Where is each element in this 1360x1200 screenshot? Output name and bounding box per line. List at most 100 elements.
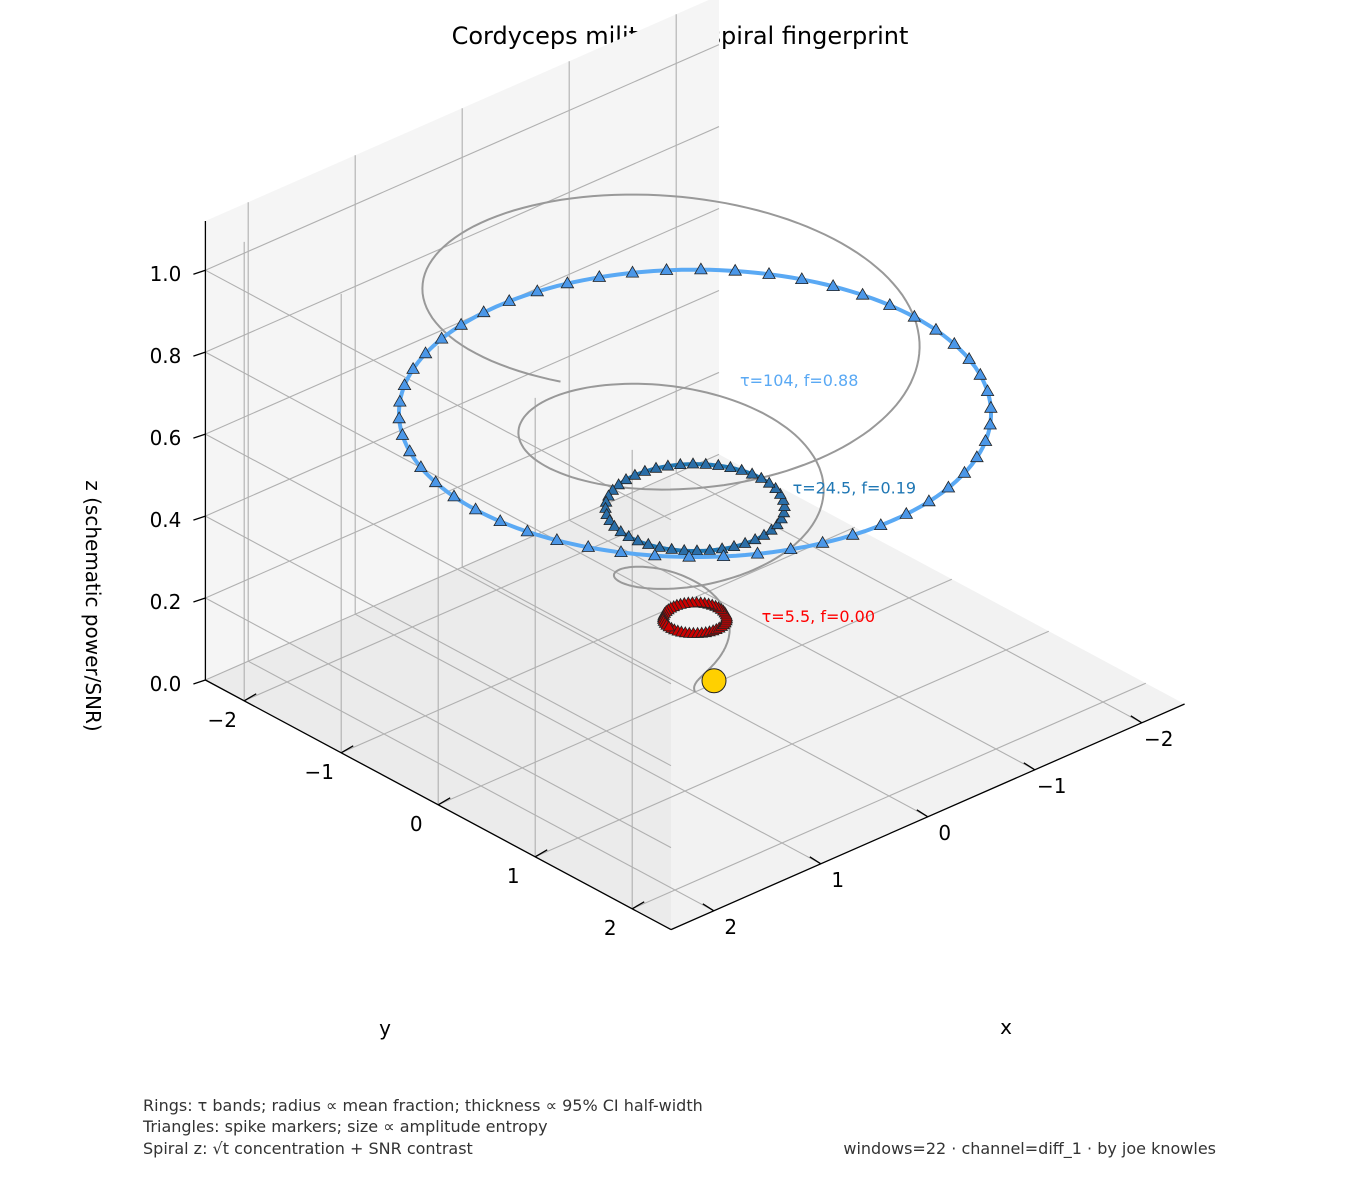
spike-marker [502,293,517,306]
x-tick-mark [1023,762,1036,771]
spike-marker [970,450,984,463]
ring-2: τ=24.5, f=0.19 [599,457,917,556]
y-tick-mark [534,849,548,858]
y-tick-label: −2 [207,708,236,732]
spike-marker [947,336,962,349]
start-point-marker [701,668,727,694]
spike-marker [677,543,691,555]
grid-line [340,526,856,754]
ring-1: τ=5.5, f=0.00 [656,595,875,638]
ring-label: τ=24.5, f=0.19 [793,478,917,497]
axis-lines: −2 −1 0 1 2 −2 −1 0 1 2 0.0 0.2 0.4 0.6 0.8 1.0 [150,221,1185,940]
spike-marker [393,394,407,407]
spike-marker [882,298,897,310]
spike-marker [665,542,679,554]
spike-marker [694,262,708,275]
z-tick-mark [193,679,206,685]
spike-marker [476,305,491,318]
spike-marker [690,544,704,556]
spike-marker [957,465,972,478]
ring-label: τ=5.5, f=0.00 [762,607,875,626]
spike-marker [647,548,662,561]
spike-marker [659,263,674,275]
y-tick-mark [243,693,257,702]
spike-marker [447,489,461,502]
grid-line [205,289,720,517]
spike-marker [397,378,412,391]
spike-marker [855,287,870,300]
spike-marker [777,506,791,518]
spike-marker [703,543,717,555]
grid-lines [205,14,1147,931]
spike-marker [750,546,765,559]
spike-marker [592,270,607,282]
spike-marker [724,460,737,473]
z-axis-label: z (schematic power/SNR) [81,480,105,731]
spike-marker [899,506,914,519]
y-tick-label: 2 [604,916,617,940]
z-tick-label: 0.0 [150,672,182,696]
x-tick-mark [1130,715,1143,724]
spike-marker [662,620,676,632]
x-tick-mark [916,809,929,818]
z-tick-label: 0.4 [150,508,182,532]
spike-marker [845,527,860,540]
spike-marker [748,532,762,545]
grid-line [205,44,720,271]
spike-marker [765,523,778,535]
spike-marker [682,549,696,562]
z-tick-label: 0.6 [150,426,182,450]
grid-line [631,682,1147,910]
spike-marker [980,384,995,397]
spike-marker [983,417,997,430]
plot-area: τ=5.5, f=0.00 τ=24.5, f=0.19 τ=104, f=0.88 [392,193,998,694]
spike-marker [770,517,784,530]
spike-marker [428,475,443,488]
grid-line [205,126,720,353]
z-tick-label: 1.0 [150,262,182,286]
axis-labels: x y z (schematic power/SNR) [81,480,1012,1040]
spiral-line [421,193,921,693]
x-tick-label: −2 [1144,727,1173,751]
spike-marker [826,278,840,292]
ring-label: τ=104, f=0.88 [740,371,858,390]
z-tick-mark [193,433,206,439]
z-tick-mark [193,515,206,521]
z-tick-label: 0.2 [150,590,182,614]
spike-marker [454,317,468,330]
spike-marker [530,284,545,297]
grid-line [534,630,1050,858]
grid-line [205,433,672,685]
spike-marker [794,272,809,285]
spike-marker [402,444,417,457]
spike-marker [418,346,433,359]
spike-marker [638,464,652,476]
x-tick-mark [809,856,822,865]
spike-marker [941,480,956,493]
spike-marker [769,481,782,494]
spike-marker [735,463,749,475]
z-tick-mark [193,269,206,275]
y-tick-label: −1 [304,760,333,784]
spike-marker [653,540,666,552]
spike-marker [614,545,628,557]
spike-marker [612,478,625,490]
spike-marker [776,493,790,505]
spike-marker [962,351,976,364]
spike-marker [699,457,713,469]
note-line-2: Triangles: spike markers; size ∝ amplitu… [142,1117,548,1136]
grid-line [243,474,759,702]
y-tick-mark [340,745,354,754]
spike-marker [581,539,596,552]
spike-marker [493,514,508,526]
x-tick-mark [702,903,715,912]
x-tick-label: −1 [1037,774,1066,798]
x-axis-label: x [1000,1015,1012,1039]
z-tick-mark [193,597,206,603]
spike-marker [728,263,743,276]
spike-marker [754,471,768,483]
spike-marker [762,267,776,279]
spike-marker [520,524,535,537]
footer-text: windows=22 · channel=diff_1 · by joe kno… [843,1139,1216,1159]
